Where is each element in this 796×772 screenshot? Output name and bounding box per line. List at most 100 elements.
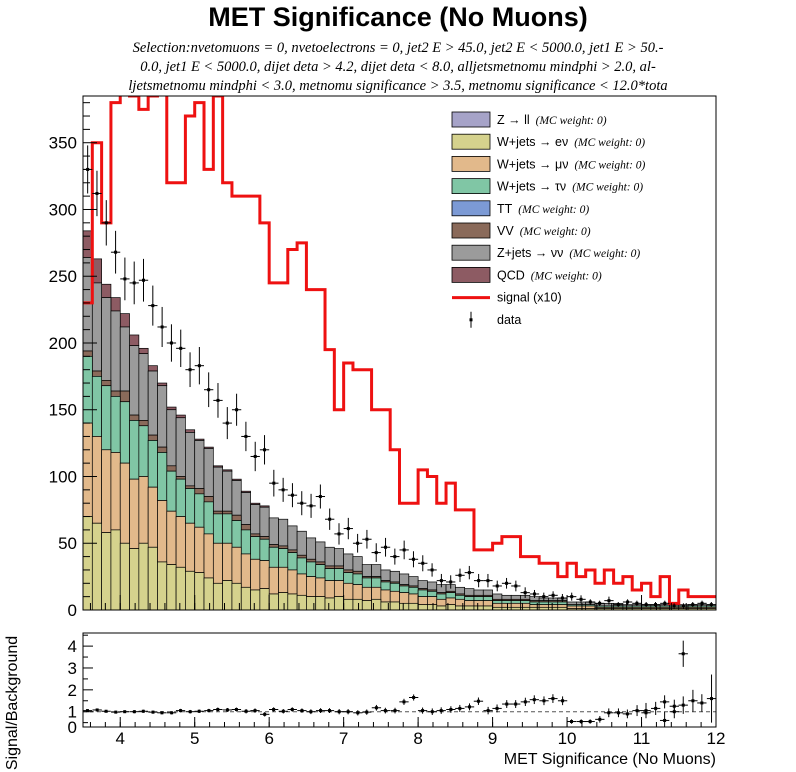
stack-bar-z-jets [138,353,149,421]
data-point [120,257,130,301]
stack-bar-w-jets [352,584,363,600]
stack-bar-w-jets [482,596,493,602]
y-tick-label: 350 [49,134,77,153]
stack-bar-w-jets-e [83,516,93,610]
stack-bar-w-jets [371,586,382,600]
stack-bar-w-jets [576,605,587,610]
stack-bar-w-jets-e [101,532,112,610]
legend-swatch [451,155,491,172]
stack-bar-w-jets [427,596,438,606]
stack-bar-z-jets [212,466,223,512]
stack-bar-z-jets [473,589,484,596]
ratio-point [268,707,279,712]
legend-label: W+jets → τν [497,180,566,194]
data-point [492,580,502,592]
stack-bar-z-jets [455,586,466,595]
ratio-point [120,710,130,714]
stack-bar-qcd [175,414,186,419]
data-point [278,477,288,502]
ratio-point [669,705,679,719]
stack-bar-w-jets [482,600,493,607]
ratio-y-tick-label: 1 [68,703,77,722]
stack-bar-w-jets [436,593,447,600]
stack-bar-w-jets-e [473,605,484,610]
ratio-point [473,697,484,705]
stack-bar-w-jets-e [464,605,475,610]
stack-bar-w-jets [557,601,568,606]
stack-bar-w-jets [91,376,102,437]
data-point [315,484,326,509]
stack-bar-z-jets [352,556,363,572]
stack-bar-vv [240,524,251,531]
stack-bar-z-jets [315,541,326,563]
stack-bar-z-jets [194,440,205,489]
stack-bar-w-jets [101,449,112,533]
stack-bar-w-jets-e [482,605,493,610]
stack-bar-w-jets [175,516,186,568]
legend-swatch [469,318,473,322]
legend-entry: Z → ll (MC weight: 0) [451,111,607,128]
ratio-y-tick-label: 4 [68,637,77,656]
stack-bar-z-jets [417,580,428,589]
stack-bar-w-jets-e [91,522,102,610]
stack-bar-vv [147,434,158,441]
ratio-point [362,709,372,715]
data-point [259,435,270,465]
stack-bar-vv [268,544,279,548]
data-point [110,230,121,274]
ratio-point [566,719,577,724]
stack-bar-w-jets [436,598,447,607]
stack-bar-w-jets [306,561,317,577]
stack-bar-w-jets [380,581,391,591]
stack-bar-w-jets [287,569,298,595]
data-point [697,600,707,606]
stack-bar-w-jets-e [436,605,447,610]
stack-bar-w-jets [492,602,503,608]
stack-bar-w-jets [455,594,466,600]
legend-note: (MC weight: 0) [574,137,645,149]
data-point [473,573,484,588]
stack-bar-z-jets [306,537,317,560]
stack-bar-w-jets [324,568,335,581]
legend-entry: QCD (MC weight: 0) [451,266,602,283]
stack-bar-w-jets [389,582,400,592]
data-point [148,285,158,326]
stack-bar-z-jets [259,506,270,537]
stack-bar-w-jets [147,486,158,548]
ratio-point [166,711,177,715]
stack-bar-vv [194,488,205,495]
data-point [194,346,205,385]
stack-bar-w-jets-e [194,572,205,610]
stack-bar-z-jets [501,594,512,600]
data-point [529,589,540,598]
stack-bar-w-jets [110,396,121,453]
stack-bar-w-jets [157,452,168,501]
ratio-point [427,708,437,715]
ratio-point [260,712,270,717]
stack-bar-vv [333,565,344,569]
legend-note: (MC weight: 0) [531,270,602,282]
stack-bar-w-jets [296,557,307,575]
stack-bar-w-jets [417,589,428,597]
stack-bar-w-jets-e [240,586,251,610]
data-point [604,596,614,605]
ratio-point [678,640,688,667]
data-point [213,383,223,418]
legend-note: (MC weight: 0) [572,182,643,194]
stack-bar-w-jets-e [175,566,186,610]
stack-bar-w-jets [427,590,438,597]
stack-bar-z-jets [566,601,577,606]
stack-bar-qcd [157,382,168,387]
ratio-point [520,697,531,707]
data-point [622,599,633,605]
ratio-point [622,709,633,719]
data-point [688,601,698,608]
ratio-point [306,709,316,715]
stack-bar-w-jets [203,501,214,535]
stack-bar-w-jets [212,542,223,584]
data-point [362,529,372,549]
stack-bar-w-jets [343,582,354,600]
stack-bar-vv [157,446,168,453]
legend-label: Z+jets → νν [497,246,563,260]
ratio-point [231,707,242,712]
